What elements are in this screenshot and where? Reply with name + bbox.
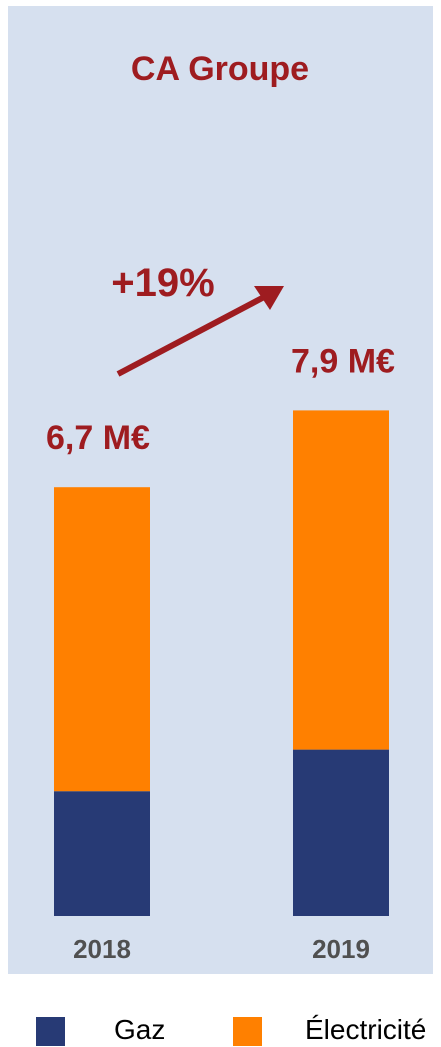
labels-layer: 6,7 M€ 2018 7,9 M€ 2019 xyxy=(46,342,395,964)
chart-panel: CA Groupe 6,7 M€ 2018 7,9 M€ 2019 +19% xyxy=(8,6,433,974)
legend-label-electricite: Électricité xyxy=(305,1014,427,1045)
x-tick-label-2018: 2018 xyxy=(73,934,131,964)
chart-svg: CA Groupe 6,7 M€ 2018 7,9 M€ 2019 +19% xyxy=(8,6,433,974)
bar-electricite-2019 xyxy=(293,410,389,750)
chart-title: CA Groupe xyxy=(131,50,309,88)
bar-gaz-2019 xyxy=(293,749,389,916)
legend-label-gaz: Gaz xyxy=(114,1014,166,1045)
bar-gaz-2018 xyxy=(54,791,150,916)
total-label-2019: 7,9 M€ xyxy=(291,342,395,380)
bars-layer xyxy=(54,410,389,916)
total-label-2018: 6,7 M€ xyxy=(46,419,150,457)
bar-electricite-2018 xyxy=(54,487,150,792)
growth-arrow xyxy=(116,286,284,377)
growth-arrow-line xyxy=(116,293,268,377)
growth-label: +19% xyxy=(111,261,214,305)
legend-swatch-gaz xyxy=(36,1017,65,1046)
growth-arrowhead xyxy=(254,286,284,310)
legend-swatch-electricite xyxy=(233,1017,262,1046)
x-tick-label-2019: 2019 xyxy=(312,934,370,964)
